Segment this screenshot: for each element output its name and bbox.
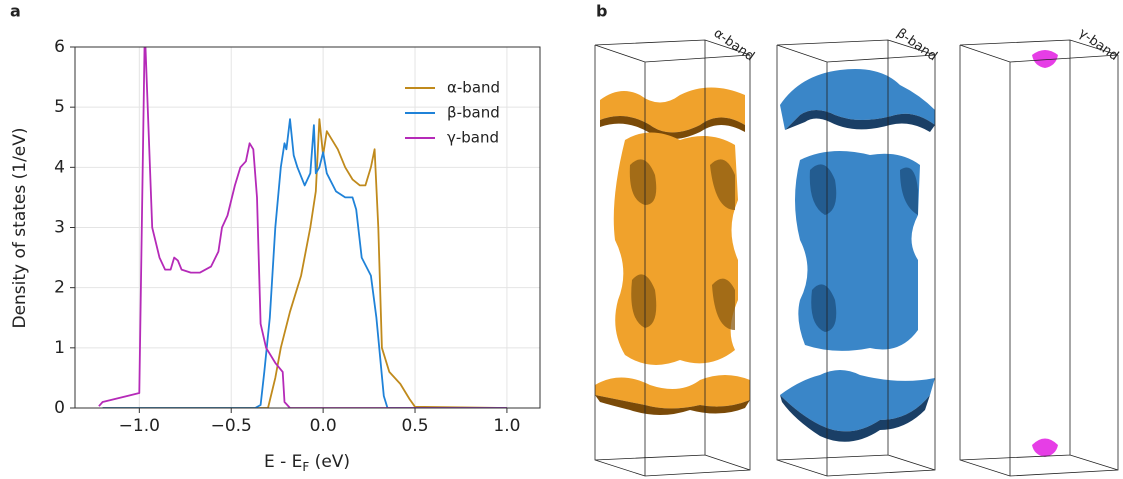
alpha-surface xyxy=(595,88,750,416)
legend-label: α-band xyxy=(447,79,500,97)
panel-label: b xyxy=(596,2,607,21)
figure: a b Density of states (1/eV) E - EF (eV) xyxy=(0,0,1123,479)
x-tick-label: 1.0 xyxy=(493,416,520,436)
panel-label: a xyxy=(10,2,21,21)
x-tick-label: 0.5 xyxy=(401,416,428,436)
x-tick-label: 0.0 xyxy=(310,416,337,436)
x-axis-label-part: E - E xyxy=(264,452,302,472)
x-axis-label: E - EF (eV) xyxy=(264,452,350,474)
legend-label: β-band xyxy=(447,104,500,122)
fermi-surfaces: α-band β-band γ-band xyxy=(595,26,1121,476)
x-axis-label-part: (eV) xyxy=(309,452,350,472)
x-tick-label: −0.5 xyxy=(211,416,252,436)
y-axis-label: Density of states (1/eV) xyxy=(10,127,30,328)
surface-label: β-band xyxy=(894,26,940,65)
gamma-surface xyxy=(1032,50,1058,457)
y-tick-label: 3 xyxy=(54,218,65,238)
y-tick-label: 4 xyxy=(54,157,65,177)
x-tick-label: −1.0 xyxy=(119,416,160,436)
surface-label: γ-band xyxy=(1076,26,1122,64)
beta-surface xyxy=(780,69,935,442)
surface-label: α-band xyxy=(711,26,757,65)
legend-label: γ-band xyxy=(447,129,499,147)
series-line xyxy=(99,29,507,408)
y-tick-label: 0 xyxy=(54,398,65,418)
grid xyxy=(75,47,540,408)
y-tick-label: 6 xyxy=(54,37,65,57)
y-tick-label: 5 xyxy=(54,97,65,117)
y-tick-label: 2 xyxy=(54,278,65,298)
plot-lines xyxy=(99,29,507,408)
y-tick-label: 1 xyxy=(54,338,65,358)
